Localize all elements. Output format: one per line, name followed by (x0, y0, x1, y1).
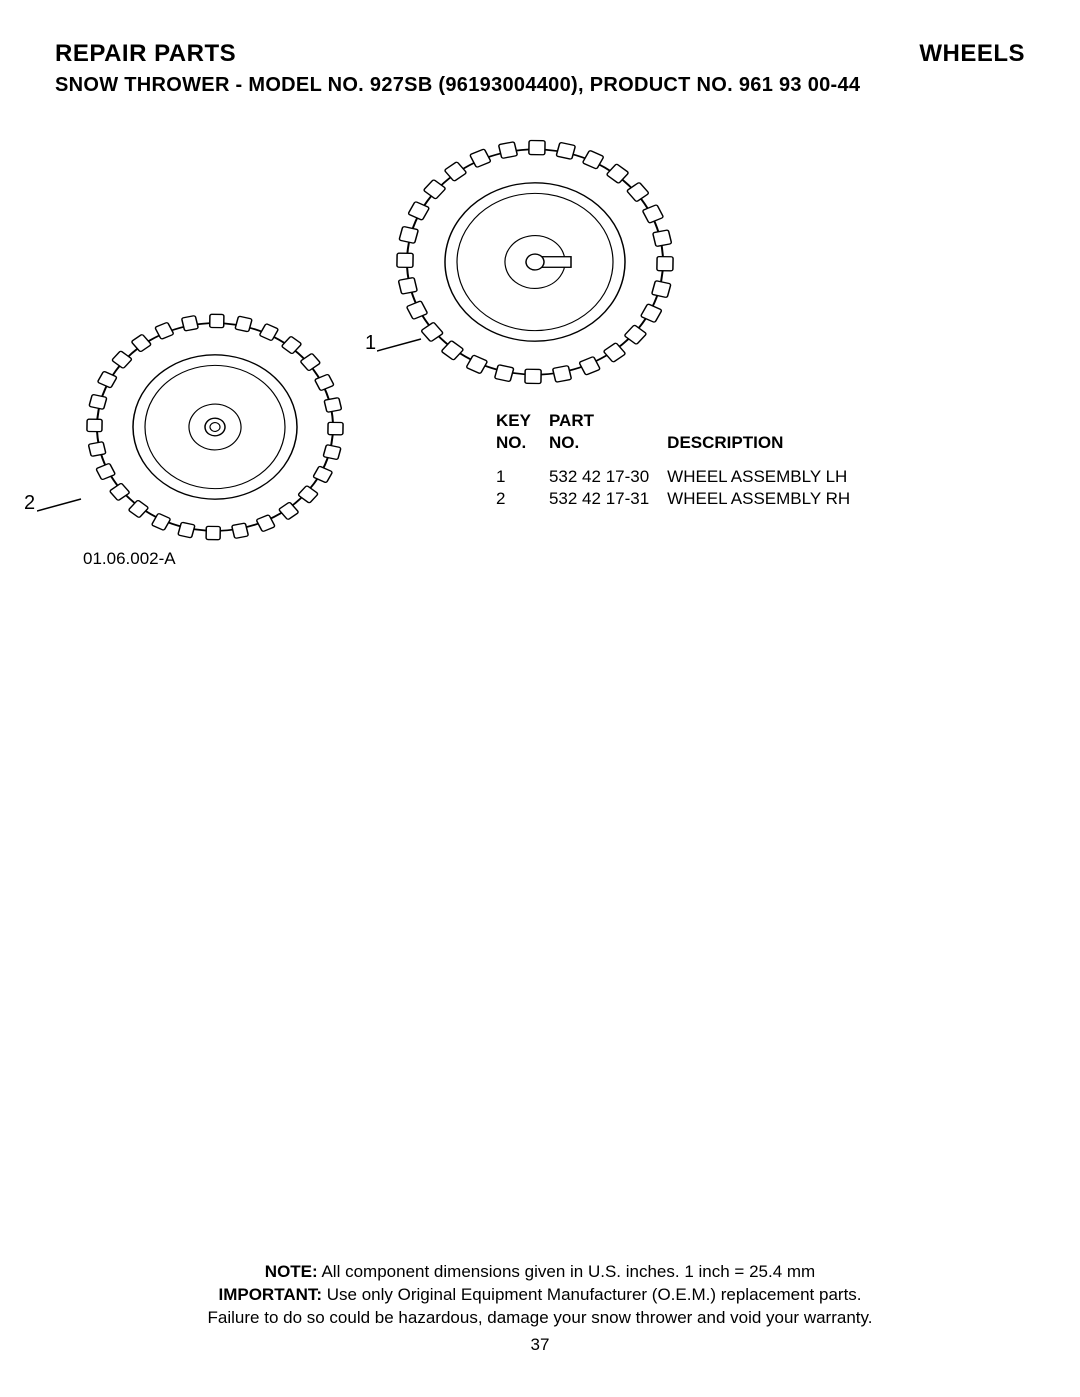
col-key: KEY NO. (496, 410, 549, 466)
page-title-left: REPAIR PARTS (55, 40, 236, 68)
footer: NOTE: All component dimensions given in … (0, 1261, 1080, 1357)
subtitle-model: 927SB (370, 74, 433, 96)
cell-part: 532 42 17-31 (549, 488, 667, 510)
subtitle-suffix: (96193004400), PRODUCT NO. 961 93 00-44 (433, 74, 861, 96)
callout-1: 1 (365, 332, 376, 355)
cell-desc: WHEEL ASSEMBLY RH (667, 488, 868, 510)
page-number: 37 (0, 1334, 1080, 1357)
table-row: 1 532 42 17-30 WHEEL ASSEMBLY LH (496, 466, 868, 488)
diagram-id: 01.06.002-A (83, 549, 176, 569)
warning-text: Failure to do so could be hazardous, dam… (0, 1307, 1080, 1330)
parts-table: KEY NO. PART NO. DESCRIPTION 1 5 (496, 410, 868, 510)
cell-key: 1 (496, 466, 549, 488)
callout-2: 2 (24, 492, 35, 515)
model-subtitle: SNOW THROWER - MODEL NO. 927SB (96193004… (55, 74, 1025, 97)
wheel-2-figure (75, 287, 355, 572)
cell-part: 532 42 17-30 (549, 466, 667, 488)
diagram-area: 1 2 01.06.002-A (55, 117, 1025, 617)
cell-key: 2 (496, 488, 549, 510)
table-row: 2 532 42 17-31 WHEEL ASSEMBLY RH (496, 488, 868, 510)
col-desc: DESCRIPTION (667, 410, 868, 466)
page-title-right: WHEELS (919, 40, 1025, 68)
callout-2-line (37, 497, 87, 517)
important-label: IMPORTANT: (218, 1285, 322, 1304)
cell-desc: WHEEL ASSEMBLY LH (667, 466, 868, 488)
col-part: PART NO. (549, 410, 667, 466)
note-label: NOTE: (265, 1262, 318, 1281)
important-text: Use only Original Equipment Manufacturer… (322, 1285, 862, 1304)
subtitle-prefix: SNOW THROWER - MODEL NO. (55, 74, 370, 96)
callout-1-line (377, 337, 427, 357)
wheel-1-figure (385, 112, 685, 417)
note-text: All component dimensions given in U.S. i… (318, 1262, 816, 1281)
